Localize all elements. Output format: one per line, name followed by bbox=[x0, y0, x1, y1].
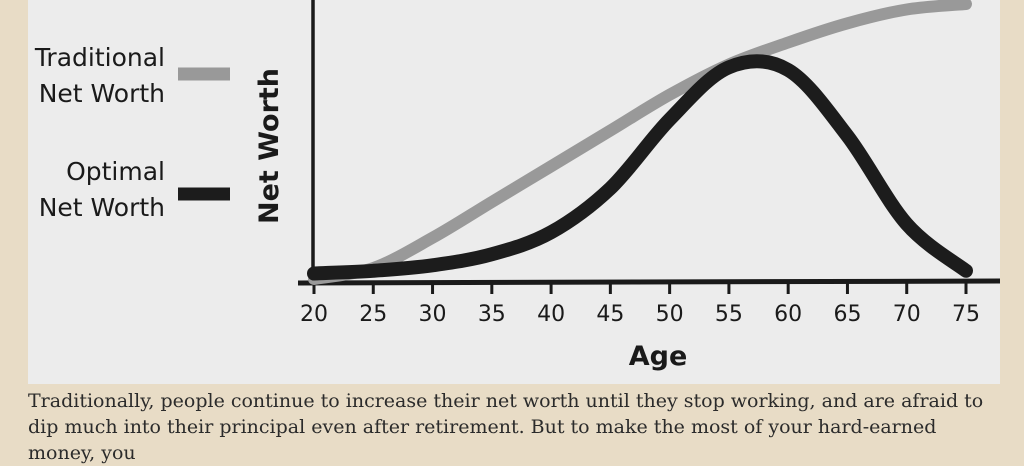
y-axis-title: Net Worth bbox=[254, 68, 285, 224]
legend-traditional-line2: Net Worth bbox=[39, 79, 165, 108]
series-line-traditional bbox=[308, 0, 972, 285]
legend-optimal-line1: Optimal bbox=[66, 157, 165, 186]
x-tick-label: 60 bbox=[774, 302, 802, 327]
x-axis-title: Age bbox=[629, 341, 688, 372]
x-tick-label: 75 bbox=[952, 302, 980, 327]
x-axis-ticks bbox=[312, 283, 968, 294]
x-axis-line bbox=[297, 278, 1000, 286]
x-tick-label: 55 bbox=[715, 302, 743, 327]
legend: Traditional Net Worth Optimal Net Worth bbox=[34, 43, 230, 222]
x-axis-tick-labels: 20 25 30 35 40 45 50 55 60 65 70 75 bbox=[300, 302, 980, 327]
legend-optimal-line2: Net Worth bbox=[39, 193, 165, 222]
chart-panel: Traditional Net Worth Optimal Net Worth … bbox=[28, 0, 1000, 384]
x-tick-label: 25 bbox=[359, 302, 387, 327]
x-tick-label: 30 bbox=[419, 302, 447, 327]
x-tick-label: 45 bbox=[596, 302, 624, 327]
net-worth-chart: Traditional Net Worth Optimal Net Worth … bbox=[34, 0, 1000, 372]
legend-traditional-line1: Traditional bbox=[34, 43, 165, 72]
caption-text: Traditionally, people continue to increa… bbox=[28, 390, 984, 464]
series-line-optimal bbox=[307, 54, 973, 281]
x-tick-label: 65 bbox=[833, 302, 861, 327]
x-tick-label: 70 bbox=[893, 302, 921, 327]
series-lines bbox=[307, 0, 973, 285]
x-tick-label: 50 bbox=[656, 302, 684, 327]
x-tick-label: 35 bbox=[478, 302, 506, 327]
x-tick-label: 20 bbox=[300, 302, 328, 327]
x-tick-label: 40 bbox=[537, 302, 565, 327]
